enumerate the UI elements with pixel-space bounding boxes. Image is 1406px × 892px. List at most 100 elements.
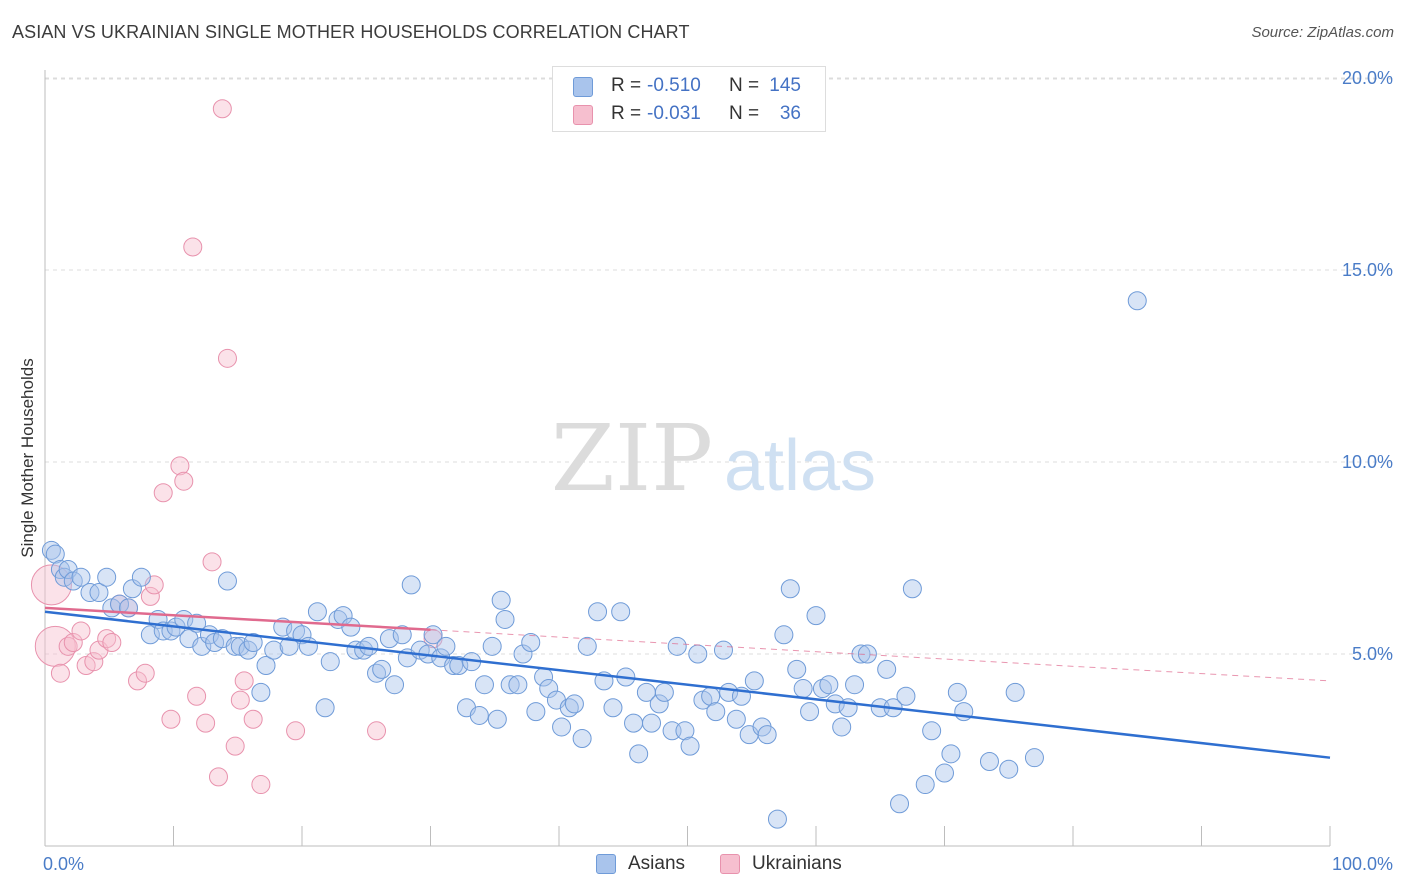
ukrainians-point [217, 348, 237, 368]
asians-point [217, 571, 237, 591]
asians-point [564, 694, 584, 714]
asians-point [97, 567, 117, 587]
ukrainians-trend-line [44, 606, 431, 632]
asians-point [941, 744, 961, 764]
asians-point [877, 659, 897, 679]
asians-point [588, 602, 608, 622]
asians-point [744, 671, 764, 691]
asians-point [140, 625, 160, 645]
asians-point [1005, 682, 1025, 702]
asians-point [225, 636, 245, 656]
asians-point [379, 629, 399, 649]
asians-point [469, 705, 489, 725]
asians-point [806, 606, 826, 626]
asians-point [706, 702, 726, 722]
asians-point [774, 625, 794, 645]
r-value: -0.510 [647, 75, 701, 96]
asians-point [654, 682, 674, 702]
watermark-atlas: atlas [724, 426, 876, 506]
stats-row-asians: R = -0.510 N = 145 [553, 73, 825, 101]
asians-point [825, 694, 845, 714]
asians-point [688, 644, 708, 664]
asians-point [726, 709, 746, 729]
trend-lines [44, 606, 1331, 759]
ukrainians-point [212, 99, 232, 119]
legend-swatch-asians [596, 854, 616, 874]
asians-point [680, 736, 700, 756]
asians-point [603, 698, 623, 718]
asians-point [624, 713, 644, 733]
r-label: R = [611, 103, 642, 124]
ukrainians-point [170, 456, 190, 476]
ukrainians-point [243, 709, 263, 729]
y-axis-label: Single Mother Households [18, 358, 37, 558]
watermark-zip: ZIP [551, 405, 713, 512]
asians-point [539, 679, 559, 699]
ukrainians-point [50, 663, 70, 683]
r-label: R = [611, 75, 642, 96]
n-value: 145 [769, 75, 801, 96]
asians-point [307, 602, 327, 622]
legend: Asians Ukrainians [0, 852, 1406, 878]
asians-point [915, 775, 935, 795]
asians-point [385, 675, 405, 695]
y-tick-label: 15.0% [1342, 260, 1393, 280]
asians-point [947, 682, 967, 702]
asians-point [793, 679, 813, 699]
x-tick-label: 100.0% [1332, 854, 1393, 874]
asians-point [780, 579, 800, 599]
ukrainians-point [84, 652, 104, 672]
n-label: N = [729, 103, 760, 124]
ukrainians-point [153, 483, 173, 503]
asians-point [572, 728, 592, 748]
asians-point [979, 752, 999, 772]
ukrainians-trend-extension [430, 629, 1331, 682]
ukrainians-point [102, 632, 122, 652]
ukrainians-point [161, 709, 181, 729]
ukrainians-point [140, 586, 160, 606]
asians-point [1024, 748, 1044, 768]
ukrainians-point [286, 721, 306, 741]
asians-point [757, 725, 777, 745]
asians-point [667, 636, 687, 656]
asians-point [372, 659, 392, 679]
asians-point [491, 590, 511, 610]
asians-point [500, 675, 520, 695]
asians-point [508, 675, 528, 695]
stats-swatch-ukrainians [573, 105, 593, 125]
asians-point [935, 763, 954, 783]
asians-point [392, 625, 412, 645]
asians-point [256, 656, 276, 676]
asians-point [251, 682, 271, 702]
ukrainians-point [367, 721, 387, 741]
ukrainians-point [230, 690, 250, 710]
asians-point [857, 644, 877, 664]
ukrainians-point [63, 632, 83, 652]
asians-trend-line [44, 610, 1331, 759]
legend-label-ukrainians: Ukrainians [752, 853, 842, 874]
legend-label-asians: Asians [628, 853, 686, 874]
ukrainians-point [251, 775, 271, 795]
series-asians [41, 291, 1147, 829]
asians-point [675, 721, 695, 741]
x-tick-label: 0.0% [43, 854, 84, 874]
r-value: -0.031 [647, 103, 701, 124]
asians-point [642, 713, 662, 733]
watermark: ZIP atlas [551, 405, 876, 512]
asians-point [649, 694, 669, 714]
asians-point [767, 809, 787, 829]
asians-point [521, 632, 541, 652]
asians-point [341, 617, 361, 637]
asians-point [41, 540, 61, 560]
asians-point [800, 702, 820, 722]
asians-point [320, 652, 340, 672]
grid-lines [45, 77, 1392, 655]
stats-swatch-asians [573, 77, 593, 97]
asians-point [131, 567, 151, 587]
ukrainians-point [97, 629, 117, 649]
asians-point [192, 636, 212, 656]
asians-point [449, 656, 469, 676]
y-tick-label: 5.0% [1352, 644, 1393, 664]
asians-point [367, 663, 387, 683]
stats-box: R = -0.510 N = 145 R = -0.031 N = 36 [552, 66, 826, 132]
